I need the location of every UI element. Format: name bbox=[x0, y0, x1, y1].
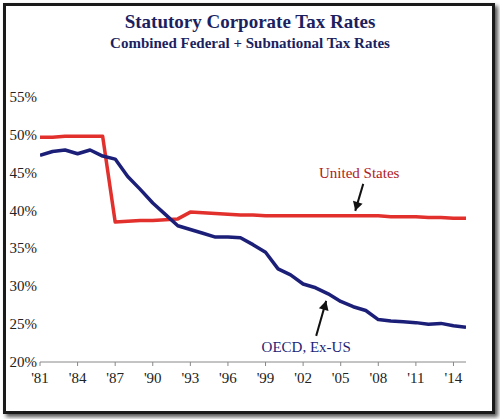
x-tick-label: '14 bbox=[445, 370, 463, 386]
x-tick bbox=[415, 362, 416, 366]
x-tick bbox=[40, 362, 41, 366]
x-tick-label: '90 bbox=[144, 370, 162, 386]
y-tick-label: 35% bbox=[10, 240, 38, 256]
x-axis-line bbox=[40, 362, 466, 363]
x-tick bbox=[265, 362, 266, 366]
y-tick-label: 55% bbox=[10, 89, 38, 105]
chart-frame bbox=[3, 3, 495, 414]
title: Statutory Corporate Tax Rates bbox=[125, 11, 376, 32]
y-tick-label: 20% bbox=[10, 354, 38, 370]
x-tick bbox=[190, 362, 191, 366]
annotation-arrowhead bbox=[353, 201, 363, 211]
x-tick bbox=[227, 362, 228, 366]
y-tick bbox=[38, 172, 40, 173]
x-tick-label: '08 bbox=[369, 370, 387, 386]
series-line bbox=[40, 136, 466, 222]
y-tick bbox=[38, 324, 40, 325]
annotation-arrowhead bbox=[319, 301, 329, 311]
x-tick-label: '11 bbox=[407, 370, 424, 386]
x-tick bbox=[378, 362, 379, 366]
y-tick bbox=[38, 210, 40, 211]
series-line bbox=[40, 150, 466, 327]
x-tick-label: '93 bbox=[182, 370, 200, 386]
chart: Statutory Corporate Tax Rates Combined Fe… bbox=[0, 0, 500, 419]
x-tick bbox=[115, 362, 116, 366]
y-tick-label: 25% bbox=[10, 316, 38, 332]
y-tick bbox=[38, 248, 40, 249]
y-tick-label: 40% bbox=[10, 203, 38, 219]
annotation: United States bbox=[319, 165, 400, 181]
y-tick bbox=[38, 134, 40, 135]
x-tick-label: '87 bbox=[106, 370, 124, 386]
x-tick-label: '05 bbox=[332, 370, 350, 386]
y-tick bbox=[38, 286, 40, 287]
x-tick bbox=[303, 362, 304, 366]
x-tick-label: '96 bbox=[219, 370, 237, 386]
x-tick bbox=[453, 362, 454, 366]
x-tick bbox=[77, 362, 78, 366]
subtitle: Combined Federal + Subnational Tax Rates bbox=[110, 35, 390, 51]
plot-area bbox=[40, 136, 466, 327]
x-tick-label: '02 bbox=[294, 370, 312, 386]
x-tick-label: '81 bbox=[31, 370, 49, 386]
y-tick-label: 45% bbox=[10, 165, 38, 181]
x-tick bbox=[340, 362, 341, 366]
x-tick-label: '84 bbox=[69, 370, 87, 386]
y-tick-label: 30% bbox=[10, 278, 38, 294]
annotation: OECD, Ex-US bbox=[262, 339, 351, 355]
y-tick bbox=[38, 97, 40, 98]
y-tick-label: 50% bbox=[10, 127, 38, 143]
x-tick-label: '99 bbox=[257, 370, 275, 386]
x-tick bbox=[152, 362, 153, 366]
